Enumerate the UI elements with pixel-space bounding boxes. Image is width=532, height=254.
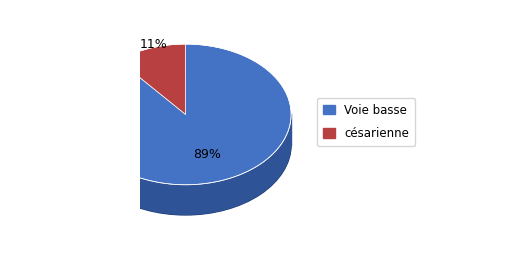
- Ellipse shape: [80, 74, 291, 215]
- Ellipse shape: [80, 74, 291, 215]
- Polygon shape: [80, 115, 291, 215]
- Polygon shape: [80, 44, 291, 185]
- Polygon shape: [118, 44, 186, 115]
- Text: 89%: 89%: [193, 148, 221, 161]
- Text: 11%: 11%: [139, 38, 168, 51]
- Legend: Voie basse, césarienne: Voie basse, césarienne: [317, 98, 415, 146]
